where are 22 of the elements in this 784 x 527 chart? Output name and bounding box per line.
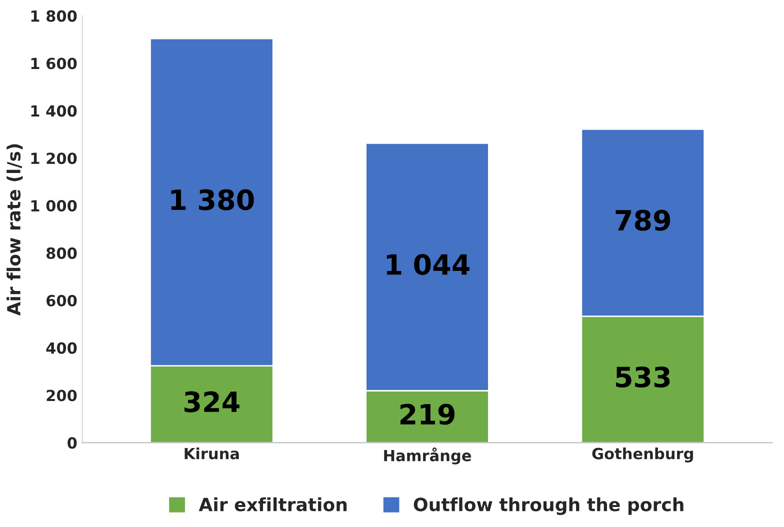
data-label: 533: [616, 366, 670, 388]
data-label: 324: [184, 391, 240, 412]
y-axis-title: Air flow rate (l/s): [6, 144, 23, 316]
data-label: 1 380: [171, 189, 254, 210]
y-tick-label: 1 800: [31, 10, 77, 22]
y-tick-label: 800: [46, 247, 77, 259]
data-label: 219: [400, 404, 454, 425]
x-tick-label: Kiruna: [184, 448, 239, 460]
y-tick-label: 200: [46, 390, 77, 402]
data-label: 789: [616, 210, 670, 231]
y-tick-label: 1 200: [31, 152, 77, 164]
x-tick-label: Hamrånge: [384, 448, 472, 464]
y-tick-label: 1 600: [31, 58, 77, 70]
legend-label: Air exfiltration: [198, 497, 347, 512]
y-tick-label: 1 400: [31, 105, 77, 117]
legend-label: Outflow through the porch: [414, 497, 684, 515]
x-tick-label: Gothenburg: [592, 448, 693, 462]
y-tick-label: 0: [68, 437, 77, 449]
y-tick-label: 1 000: [31, 200, 77, 212]
y-tick-label: 600: [46, 294, 77, 306]
y-tick-label: 400: [46, 342, 77, 354]
data-label: 1 044: [386, 254, 470, 276]
